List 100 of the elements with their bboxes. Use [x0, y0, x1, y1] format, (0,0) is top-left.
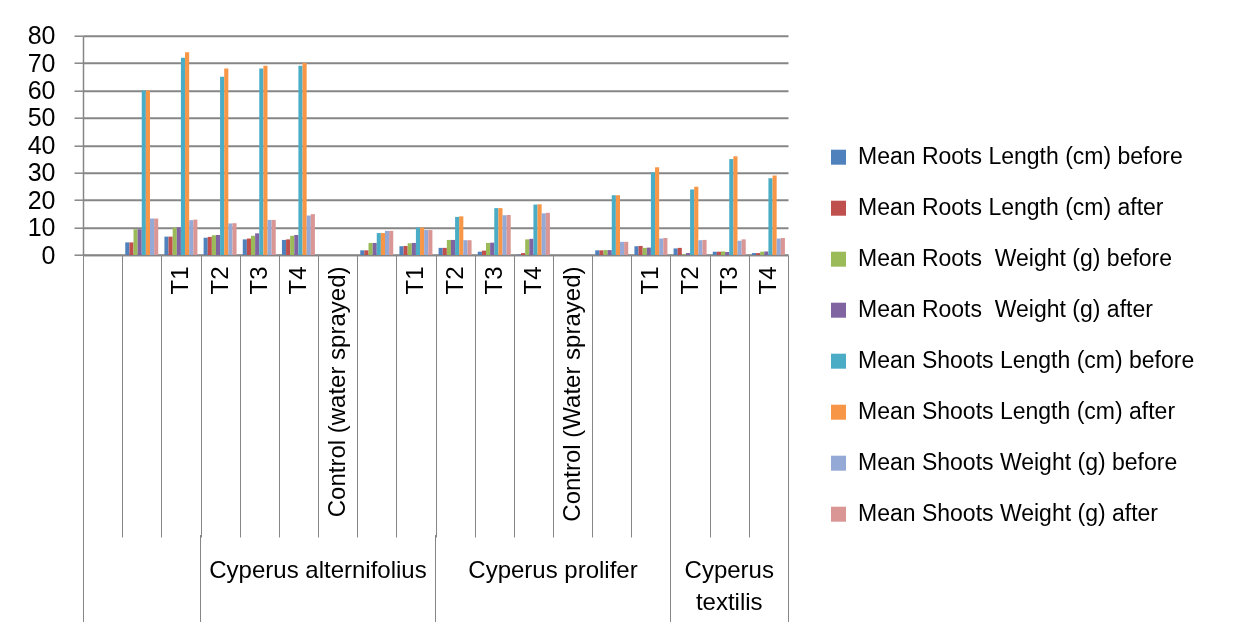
bar — [133, 229, 138, 255]
bar — [189, 220, 194, 255]
bar — [494, 208, 499, 255]
bar — [154, 218, 159, 255]
bar — [403, 245, 408, 255]
x-tick-label: T3 — [244, 266, 272, 295]
legend-label: Mean Roots Length (cm) before — [858, 143, 1183, 170]
bar — [772, 175, 777, 255]
bar — [176, 227, 181, 255]
bar — [364, 250, 369, 255]
x-tick-label: T1 — [166, 266, 194, 295]
bar — [290, 235, 295, 255]
bar — [450, 239, 456, 255]
y-tick-label: 50 — [27, 103, 56, 132]
x-tick-label: T4 — [753, 266, 781, 295]
x-tick-label: T2 — [440, 266, 468, 295]
bar — [541, 213, 546, 255]
bar — [263, 65, 268, 255]
text: Cyperus textilis — [683, 555, 775, 617]
bar — [407, 243, 412, 255]
bar — [168, 236, 173, 255]
bar — [415, 227, 421, 255]
x-tick-label: T2 — [675, 266, 703, 295]
y-tick-label: 60 — [27, 76, 56, 105]
x-tick-label: T4 — [518, 266, 546, 295]
bar — [129, 242, 134, 255]
bar — [306, 215, 311, 255]
bar — [180, 57, 186, 255]
bar — [302, 63, 307, 255]
bar — [232, 223, 237, 255]
text: Cyperus prolifer — [467, 555, 639, 585]
x-tick-label: Control (water sprayed) — [323, 266, 351, 518]
bar — [533, 204, 538, 255]
bar — [690, 189, 695, 255]
y-tick-label: 0 — [41, 240, 56, 269]
bar — [545, 212, 550, 255]
bar — [694, 186, 699, 255]
bar — [220, 76, 225, 255]
legend-label: Mean Roots Weight (g) after — [858, 296, 1154, 323]
bar — [702, 239, 707, 255]
bar — [310, 214, 315, 255]
bar — [438, 247, 443, 255]
bar — [698, 240, 703, 255]
bar — [490, 242, 495, 255]
y-tick-label: 10 — [27, 213, 56, 242]
bar — [211, 235, 216, 255]
x-tick-label: Control (Water sprayed) — [558, 266, 586, 522]
y-tick-label: 70 — [27, 48, 56, 77]
x-tick-label: T1 — [636, 266, 664, 295]
bar — [164, 236, 169, 255]
bar — [442, 247, 447, 255]
bar — [372, 242, 377, 255]
y-tick-label: 40 — [27, 130, 56, 159]
bar — [498, 208, 503, 255]
bar — [620, 241, 625, 255]
bar — [634, 246, 639, 255]
bar — [768, 178, 773, 255]
bar — [764, 251, 769, 255]
bar — [603, 250, 608, 255]
legend-label: Mean Shoots Length (cm) after — [858, 398, 1176, 425]
x-tick-label: T1 — [401, 266, 429, 295]
bar — [638, 245, 643, 255]
bar — [733, 156, 738, 255]
bar — [428, 230, 433, 255]
bar — [677, 247, 682, 255]
bar — [659, 238, 664, 255]
bar — [780, 238, 785, 255]
bar — [185, 52, 190, 255]
bar — [459, 216, 464, 255]
bar — [646, 247, 651, 255]
bar — [411, 242, 416, 255]
bar — [663, 238, 668, 255]
bar — [776, 238, 781, 255]
bar — [624, 241, 629, 255]
bar — [172, 227, 177, 255]
bar — [286, 239, 291, 255]
bar — [380, 233, 385, 255]
bar — [228, 223, 233, 255]
x-tick-label: T2 — [205, 266, 233, 295]
bar — [463, 240, 468, 255]
bar — [737, 240, 742, 255]
legend-label: Mean Roots Length (cm) after — [858, 194, 1164, 221]
bar — [525, 239, 530, 255]
bar — [655, 167, 660, 255]
bar — [455, 216, 460, 255]
x-tick-label: T3 — [714, 266, 742, 295]
bar — [215, 234, 221, 255]
bar — [611, 195, 616, 255]
bar — [399, 246, 404, 255]
bar — [599, 250, 604, 255]
bar — [255, 233, 260, 255]
bar — [424, 230, 429, 255]
bar — [537, 204, 542, 255]
legend-label: Mean Shoots Length (cm) before — [858, 347, 1195, 374]
bar — [615, 195, 620, 255]
bar — [607, 250, 612, 255]
bar — [224, 68, 229, 255]
bar — [376, 233, 381, 255]
bar — [298, 65, 303, 255]
bar — [242, 239, 247, 255]
